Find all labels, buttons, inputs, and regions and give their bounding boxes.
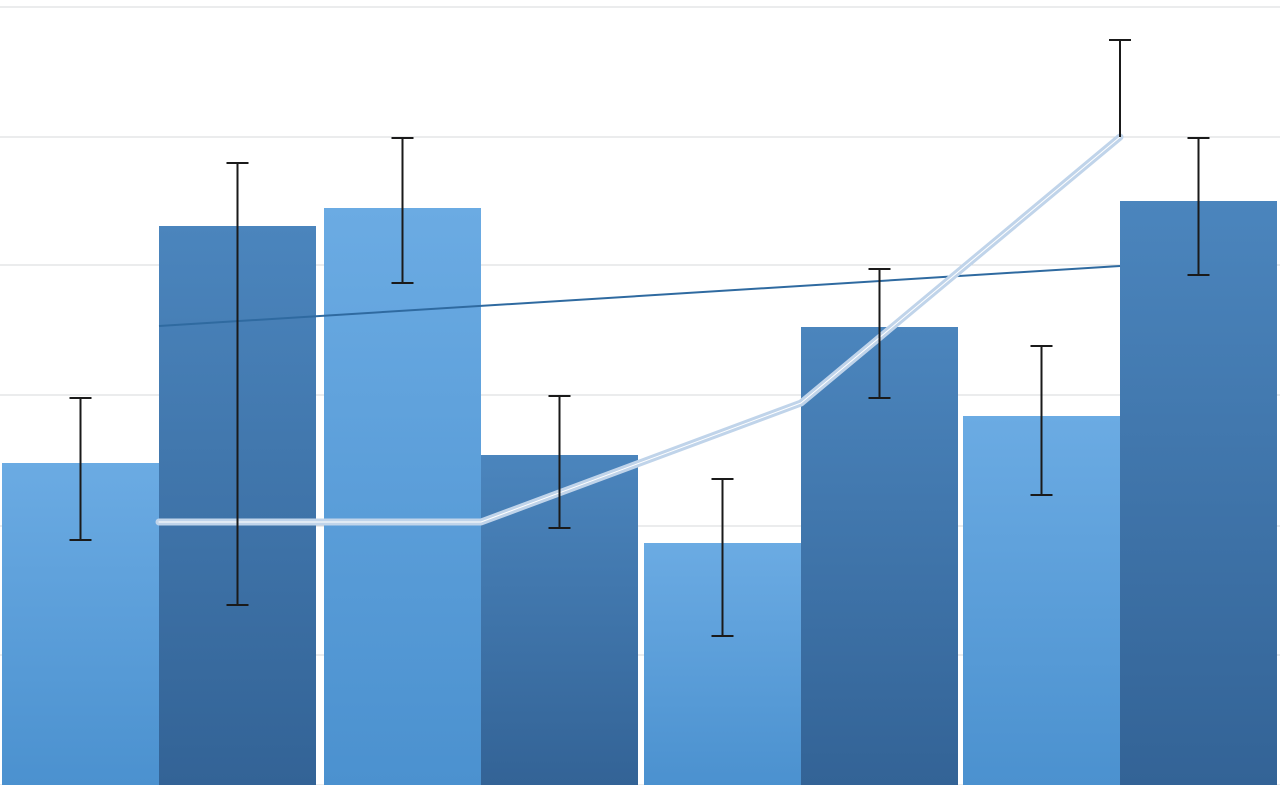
chart-svg xyxy=(0,0,1280,785)
bar-series-a xyxy=(324,208,481,785)
bars-layer xyxy=(2,201,1277,785)
bar-line-chart xyxy=(0,0,1280,785)
error-bar xyxy=(1109,40,1131,137)
bar-series-b xyxy=(1120,201,1277,785)
